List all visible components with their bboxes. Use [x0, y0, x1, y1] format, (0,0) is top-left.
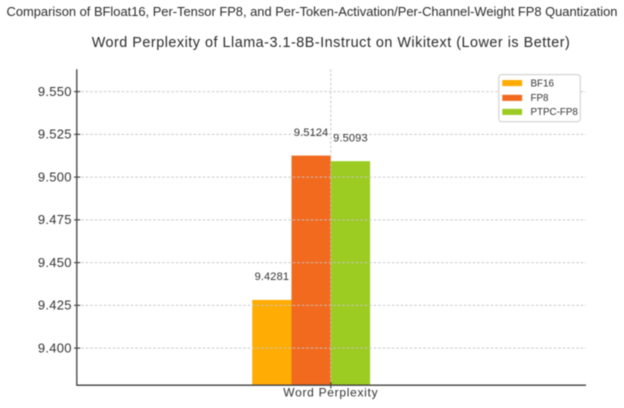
svg-text:FP8: FP8: [531, 93, 550, 104]
svg-text:9.400: 9.400: [38, 340, 72, 355]
svg-text:9.450: 9.450: [38, 255, 72, 270]
svg-text:PTPC-FP8: PTPC-FP8: [531, 107, 579, 118]
svg-text:Word Perplexity: Word Perplexity: [283, 386, 378, 400]
svg-text:BF16: BF16: [531, 78, 555, 89]
svg-text:9.425: 9.425: [38, 298, 72, 313]
svg-text:9.475: 9.475: [38, 212, 72, 227]
svg-text:9.5124: 9.5124: [294, 127, 329, 139]
svg-text:Word Perplexity of Llama-3.1-8: Word Perplexity of Llama-3.1-8B-Instruct…: [92, 35, 571, 51]
svg-text:9.500: 9.500: [38, 169, 72, 184]
svg-text:9.5093: 9.5093: [333, 132, 368, 144]
svg-text:9.525: 9.525: [38, 127, 72, 142]
svg-text:Comparison of BFloat16, Per-Te: Comparison of BFloat16, Per-Tensor FP8, …: [7, 4, 618, 19]
svg-text:9.4281: 9.4281: [255, 271, 290, 283]
svg-text:9.550: 9.550: [38, 84, 72, 99]
